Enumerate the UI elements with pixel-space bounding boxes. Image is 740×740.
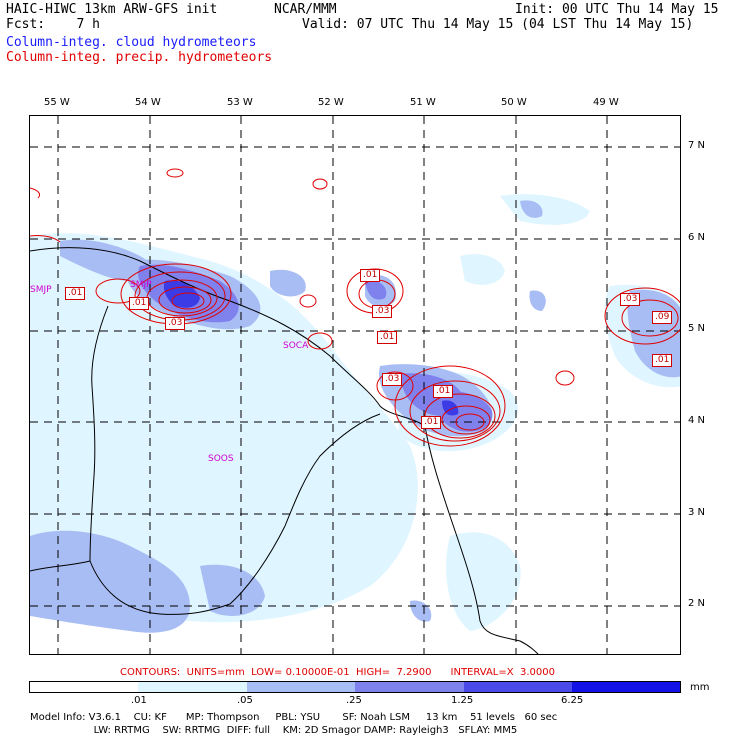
colorbar-label: .01 bbox=[131, 695, 147, 706]
lon-label: 51 W bbox=[410, 97, 436, 108]
map-canvas bbox=[30, 116, 680, 654]
contour-label: .01 bbox=[129, 297, 150, 310]
contour-label: .01 bbox=[377, 331, 398, 344]
colorbar-label: 1.25 bbox=[451, 695, 474, 706]
cloud-light-shading bbox=[30, 194, 680, 631]
contour-label: .03 bbox=[372, 305, 393, 318]
colorbar-label: .25 bbox=[346, 695, 362, 706]
contour-label: .01 bbox=[652, 354, 673, 367]
station-label: SMJP bbox=[30, 285, 52, 295]
field-cloud-label: Column-integ. cloud hydrometeors bbox=[6, 35, 257, 50]
field-precip-label: Column-integ. precip. hydrometeors bbox=[6, 50, 273, 65]
station-label: SOOS bbox=[208, 454, 234, 464]
init-time: Init: 00 UTC Thu 14 May 15 bbox=[515, 2, 719, 17]
colorbar-label: .05 bbox=[237, 695, 253, 706]
contours-info: CONTOURS: UNITS=mm LOW= 0.10000E-01 HIGH… bbox=[120, 667, 555, 678]
contour-label: .03 bbox=[620, 293, 641, 306]
contour-label: .03 bbox=[382, 373, 403, 386]
lat-lon-grid bbox=[30, 116, 680, 654]
colorbar-segment bbox=[355, 682, 464, 692]
model-info-line1: Model Info: V3.6.1 CU: KF MP: Thompson P… bbox=[30, 712, 558, 723]
colorbar bbox=[29, 681, 681, 693]
lon-label: 50 W bbox=[501, 97, 527, 108]
lon-label: 49 W bbox=[593, 97, 619, 108]
lon-label: 52 W bbox=[318, 97, 344, 108]
contour-label: .01 bbox=[360, 269, 381, 282]
precip-contours bbox=[30, 168, 680, 447]
lat-label: 2 N bbox=[688, 598, 706, 609]
lat-label: 5 N bbox=[688, 323, 706, 334]
lat-label: 3 N bbox=[688, 507, 706, 518]
contour-label: .01 bbox=[433, 385, 454, 398]
plot-title: HAIC-HIWC 13km ARW-GFS init bbox=[6, 2, 218, 17]
lon-label: 55 W bbox=[44, 97, 70, 108]
forecast-hour: Fcst: 7 h bbox=[6, 17, 100, 32]
lon-label: 54 W bbox=[135, 97, 161, 108]
colorbar-label: 6.25 bbox=[561, 695, 584, 706]
map-panel: SMJP SMJP SOCA SOOS .01 .01 .01 .03 .01 … bbox=[29, 115, 681, 655]
organization-label: NCAR/MMM bbox=[274, 2, 337, 17]
contour-label: .03 bbox=[165, 317, 186, 330]
colorbar-segment bbox=[30, 682, 138, 692]
colorbar-segment bbox=[138, 682, 247, 692]
station-label: SOCA bbox=[283, 341, 309, 351]
lat-label: 7 N bbox=[688, 140, 706, 151]
coastline-borders bbox=[30, 247, 539, 654]
colorbar-unit: mm bbox=[690, 682, 710, 693]
colorbar-segment bbox=[464, 682, 572, 692]
colorbar-segment bbox=[572, 682, 680, 692]
colorbar-segment bbox=[247, 682, 355, 692]
station-label: SMJP bbox=[130, 280, 152, 290]
lat-label: 4 N bbox=[688, 415, 706, 426]
contour-label: .01 bbox=[421, 416, 442, 429]
contour-label: .09 bbox=[652, 311, 673, 324]
lat-label: 6 N bbox=[688, 232, 706, 243]
model-info-line2: LW: RRTMG SW: RRTMG DIFF: full KM: 2D Sm… bbox=[30, 725, 518, 736]
contour-label: .01 bbox=[65, 287, 86, 300]
valid-time: Valid: 07 UTC Thu 14 May 15 (04 LST Thu … bbox=[302, 17, 694, 32]
lon-label: 53 W bbox=[227, 97, 253, 108]
